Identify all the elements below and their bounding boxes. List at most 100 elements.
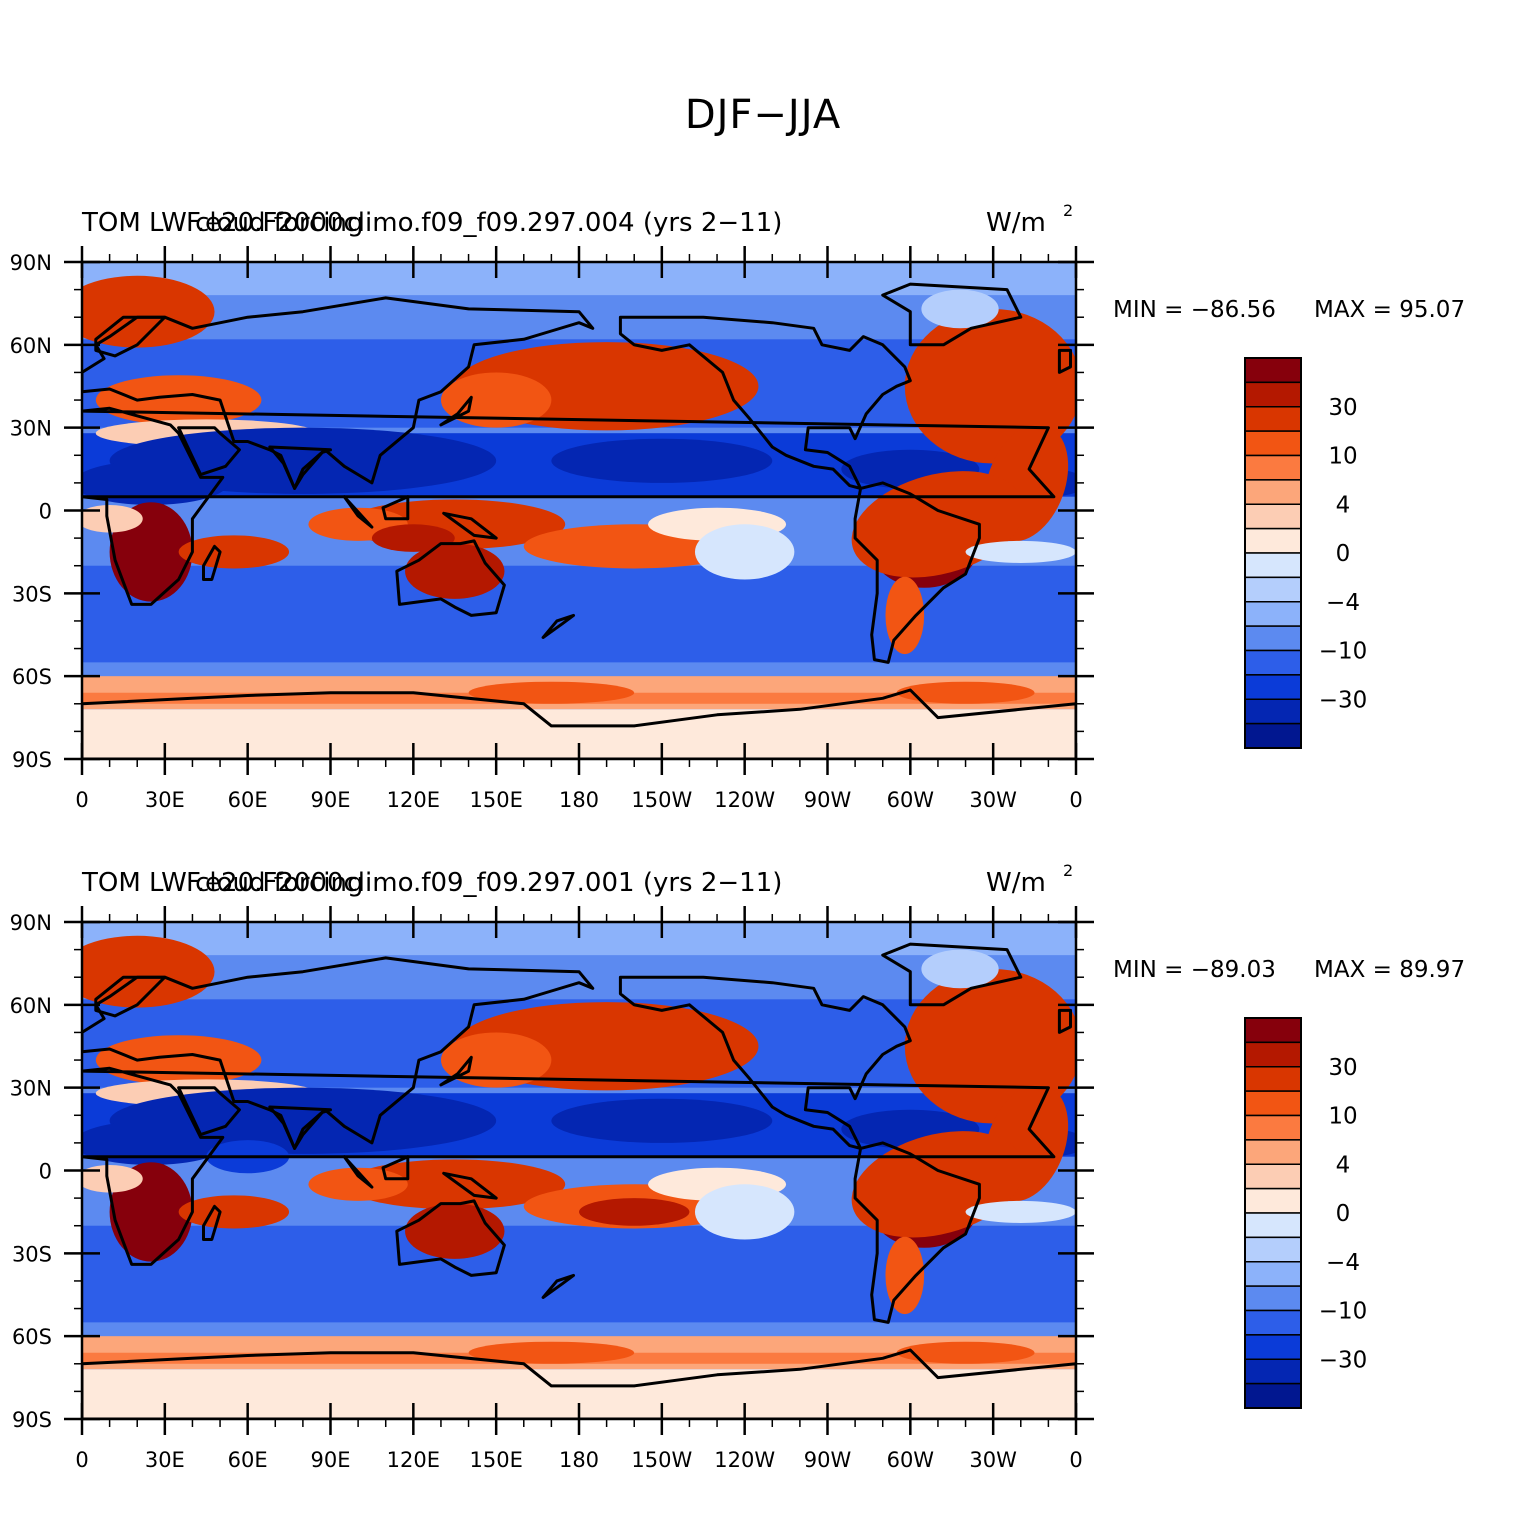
colorbar-swatch [1244, 527, 1302, 554]
argentina-red [885, 1236, 925, 1315]
coast-arabia [177, 426, 241, 477]
sahel-blue [82, 1120, 229, 1165]
colorbar-label: −4 [1326, 1250, 1360, 1276]
colorbar-swatch [1244, 1261, 1302, 1287]
mediterranean-red [95, 1035, 262, 1085]
colorbar-swatch [1244, 406, 1302, 432]
coast-new-zealand [541, 613, 575, 639]
coast-india [268, 445, 332, 490]
lon-label: 90E [311, 788, 351, 812]
lon-label: 120W [714, 1448, 775, 1472]
coast-sumatra [342, 495, 374, 529]
gulf-guinea-light [82, 1164, 143, 1193]
coast-scandinavia [94, 315, 167, 358]
spcz-dark-core [579, 1198, 690, 1226]
colorbar-swatch [1244, 576, 1302, 603]
colorbar-swatch [1244, 1212, 1302, 1239]
coast-arabia [177, 1086, 241, 1137]
coast-australia [395, 539, 506, 617]
coast-new-zealand [541, 1273, 575, 1299]
lat-label: 0 [39, 500, 52, 524]
coast-japan [439, 1055, 473, 1087]
colorbar-swatch [1244, 1163, 1302, 1190]
coast-britain [1057, 1008, 1072, 1034]
figure-title: DJF−JJA [684, 92, 842, 138]
colorbar-swatch [1244, 1090, 1302, 1117]
argentina-red [885, 576, 925, 655]
colorbar-swatch [1244, 601, 1302, 627]
panel-left-title: TOM LW cloud forcing [81, 868, 363, 898]
europe-north-red [82, 275, 215, 348]
coastlines [82, 282, 1076, 759]
antarctic-weddell-core [896, 681, 1035, 704]
lon-label: 120E [387, 1448, 440, 1472]
kuroshio-red [440, 1032, 552, 1088]
coast-antarctica [82, 1348, 1076, 1419]
colorbar-swatch [1244, 674, 1302, 700]
colorbar: 30 10 4 0 −4 −10 −30 [1244, 1017, 1368, 1409]
maritime-dark-core [371, 524, 455, 552]
east-pacific-light [694, 1184, 795, 1240]
panel-center-title: F.e20.F2000climo.f09_f09.297.001 (yrs 2−… [186, 868, 782, 898]
lon-label: 30W [969, 788, 1017, 812]
colorbar-swatch [1244, 722, 1302, 749]
colorbar-swatch [1244, 625, 1302, 652]
lat-label: 30N [10, 417, 52, 441]
coast-madagascar [202, 1204, 222, 1241]
colorbar-swatch [1244, 1041, 1302, 1068]
lon-label: 0 [75, 1448, 88, 1472]
coast-madagascar [202, 544, 222, 581]
lat-label: 60S [12, 1325, 52, 1349]
madagascar-red [178, 535, 290, 569]
antarctic-weddell-core [896, 1341, 1035, 1364]
colorbar-swatch [1244, 430, 1302, 457]
colorbar-label: 4 [1336, 492, 1351, 518]
lon-label: 0 [75, 788, 88, 812]
kuroshio-red [440, 372, 552, 428]
colorbar: 30 10 4 0 −4 −10 −30 [1244, 357, 1368, 749]
antarctic-ross-core [468, 1341, 635, 1364]
lon-label: 180 [559, 788, 599, 812]
lat-label: 30S [12, 1242, 52, 1266]
colorbar-label: −30 [1319, 687, 1368, 713]
greenland-light [921, 289, 999, 329]
lat-label: 60N [10, 994, 52, 1018]
colorbar-swatch [1244, 503, 1302, 530]
panel-units-superscript: 2 [1063, 861, 1073, 880]
pacific-itcz-blue [551, 1098, 773, 1143]
coast-south-america [853, 1141, 981, 1324]
lon-label: 90W [804, 788, 852, 812]
lat-label: 90S [12, 1408, 52, 1432]
coast-north-america [618, 315, 912, 490]
lat-label: 0 [39, 1160, 52, 1184]
colorbar-label: 0 [1336, 1201, 1351, 1227]
lat-label: 60N [10, 334, 52, 358]
colorbar-swatch [1244, 1285, 1302, 1312]
colorbar-swatch [1244, 649, 1302, 676]
colorbar-swatch [1244, 1236, 1302, 1263]
colorbar-label: −30 [1319, 1347, 1368, 1373]
east-pacific-light [694, 524, 795, 580]
coast-new-guinea [442, 511, 498, 540]
coast-scandinavia [94, 975, 167, 1018]
lon-label: 120E [387, 788, 440, 812]
greenland-light [921, 949, 999, 989]
coast-australia [395, 1199, 506, 1277]
max-value: MAX = 89.97 [1314, 957, 1465, 983]
colorbar-label: −10 [1319, 1299, 1368, 1325]
lon-label: 60E [228, 1448, 268, 1472]
lon-label: 150W [631, 1448, 692, 1472]
mediterranean-red [95, 375, 262, 425]
coastlines [82, 942, 1076, 1419]
colorbar-label: 30 [1328, 395, 1357, 421]
colorbar-label: 0 [1336, 541, 1351, 567]
colorbar-label: −10 [1319, 639, 1368, 665]
colorbar-label: 10 [1328, 1104, 1357, 1130]
map-panel-1: 90N 60N 30N 0 30S 60S 90S 0 30E 60E 90E 120E 150E 180… [0, 190, 1526, 850]
colorbar-swatch [1244, 479, 1302, 505]
lat-label: 90N [10, 251, 52, 275]
coast-africa [82, 406, 1056, 606]
lon-label: 30W [969, 1448, 1017, 1472]
lat-label: 30N [10, 1077, 52, 1101]
colorbar-label: 30 [1328, 1055, 1357, 1081]
